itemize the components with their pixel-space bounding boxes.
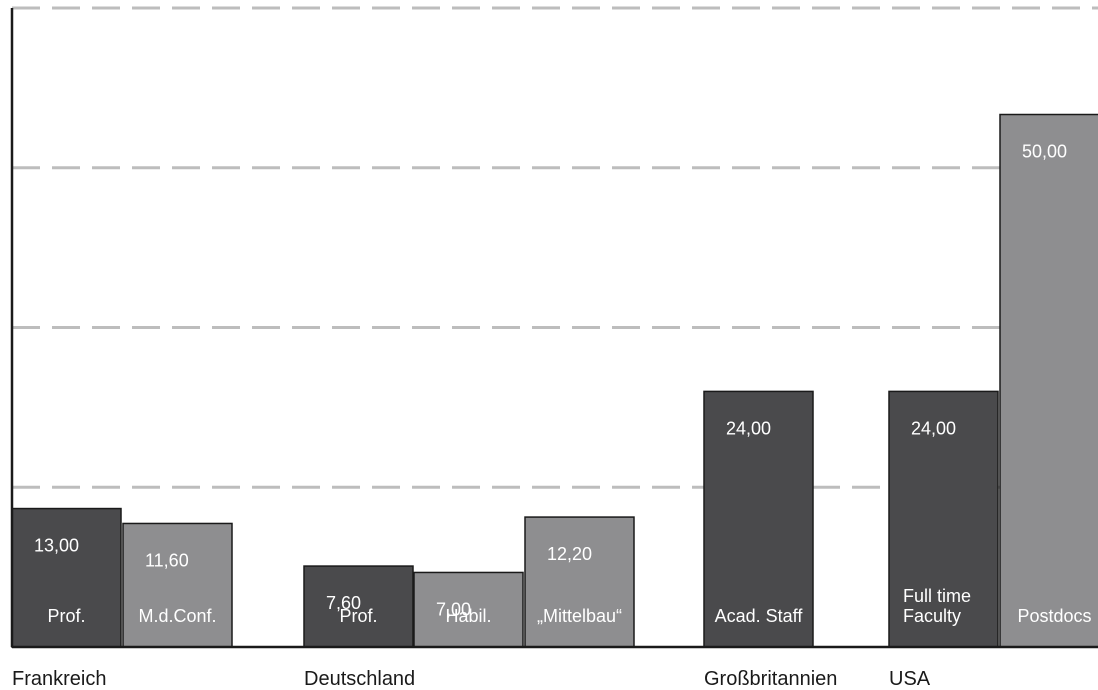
bar-Frankreich-Prof. — [11, 507, 122, 648]
bar-Großbritannien-Acad. Staff — [703, 390, 814, 648]
bar-label: Acad. Staff — [715, 606, 804, 626]
value-label: 12,20 — [547, 544, 592, 564]
group-labels: Frankreich Deutschland Großbritannien USA — [12, 668, 931, 690]
value-label: 13,00 — [34, 536, 79, 556]
bar-label: Prof. — [339, 606, 377, 626]
bar-Frankreich-M.d.Conf. — [122, 522, 233, 648]
group-label: Deutschland — [304, 668, 415, 690]
value-label: 24,00 — [911, 418, 956, 438]
bar-Deutschland-Prof. — [303, 565, 414, 648]
bar-Deutschland-Habil. — [413, 571, 524, 648]
value-label: 7,60 — [326, 593, 361, 613]
bar-Deutschland-„Mittelbau“ — [524, 516, 635, 648]
value-label: 11,60 — [145, 550, 189, 570]
group-label: Frankreich — [12, 668, 106, 690]
bar-USA-Full time Faculty — [888, 390, 999, 648]
bar-label: Postdocs — [1017, 606, 1091, 626]
bar-label: Prof. — [47, 606, 85, 626]
group-label: Großbritannien — [704, 668, 837, 690]
bar-USA-Postdocs — [999, 113, 1098, 648]
bar-label: „Mittelbau“ — [537, 606, 622, 626]
group-label: USA — [889, 668, 931, 690]
bar-label: Habil. — [445, 606, 491, 626]
bars — [11, 113, 1098, 648]
bar-label: M.d.Conf. — [138, 606, 216, 626]
value-label: 24,00 — [726, 418, 771, 438]
value-label: 50,00 — [1022, 142, 1067, 162]
value-label: 7,00 — [436, 599, 471, 619]
bar-label: Full time Faculty — [903, 586, 971, 626]
